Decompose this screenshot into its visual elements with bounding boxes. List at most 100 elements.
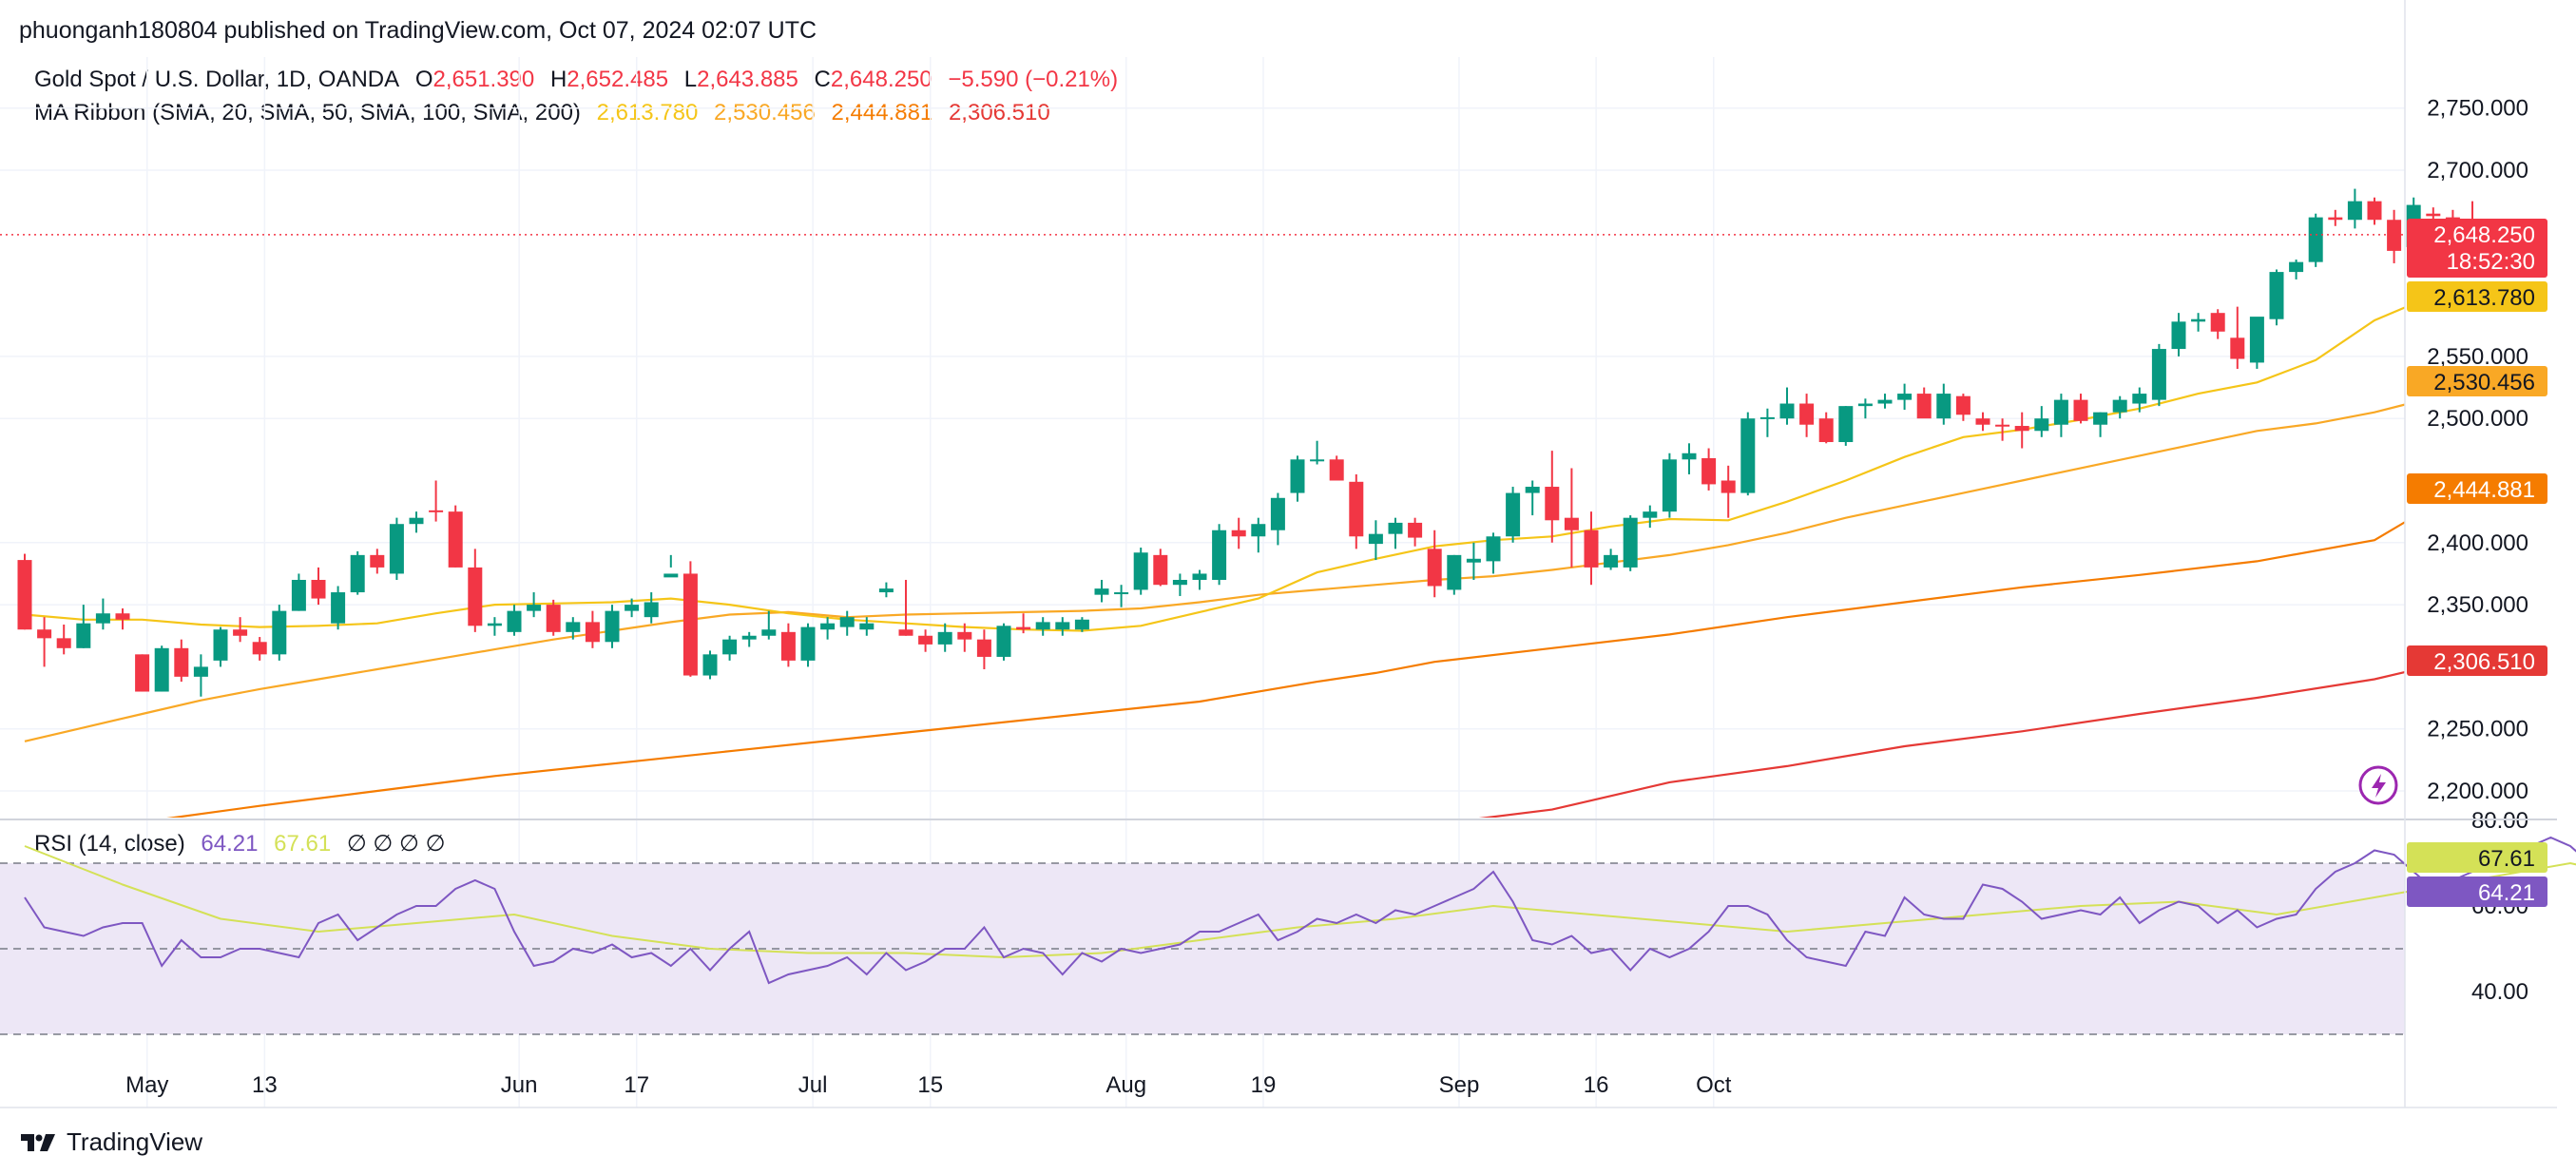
candle-body bbox=[1525, 487, 1540, 493]
candle-body bbox=[1584, 530, 1599, 568]
candle-body bbox=[976, 639, 991, 657]
candle-body bbox=[1564, 517, 1579, 530]
candle-body bbox=[1877, 399, 1893, 404]
ma200-value: 2,306.510 bbox=[948, 100, 1050, 125]
candle-body bbox=[1055, 622, 1070, 630]
candle-body bbox=[839, 617, 855, 627]
candle-body bbox=[350, 554, 365, 593]
candle-body bbox=[1506, 492, 1521, 537]
ma100-line bbox=[166, 520, 2405, 818]
candle-body bbox=[625, 605, 640, 611]
candle-body bbox=[115, 613, 130, 620]
ma100-value: 2,444.881 bbox=[831, 100, 933, 125]
candle-body bbox=[2151, 349, 2166, 400]
time-tick-label: May bbox=[125, 1072, 168, 1098]
candle-body bbox=[1857, 403, 1873, 407]
candle-body bbox=[1466, 558, 1481, 563]
candle-body bbox=[1604, 554, 1619, 568]
candle-body bbox=[2210, 313, 2225, 332]
candle-body bbox=[252, 642, 267, 655]
candle-body bbox=[2367, 201, 2382, 221]
moving-average-lines bbox=[24, 306, 2405, 818]
candle-body bbox=[644, 602, 659, 618]
candle-body bbox=[389, 524, 404, 574]
ma20-tag-text: 2,613.780 bbox=[2433, 285, 2535, 311]
rsi-tag-bg bbox=[2407, 876, 2547, 907]
open-value: 2,651.390 bbox=[433, 67, 535, 92]
candle-body bbox=[468, 567, 483, 626]
candle-body bbox=[2249, 317, 2264, 363]
price-tick-label: 2,400.000 bbox=[2427, 530, 2528, 556]
candle-body bbox=[1231, 530, 1246, 537]
candle-body bbox=[1643, 511, 1658, 518]
time-tick-label: 17 bbox=[624, 1072, 649, 1098]
symbol-name[interactable]: Gold Spot / U.S. Dollar, 1D, OANDA bbox=[34, 67, 400, 92]
rsi-tick-label: 80.00 bbox=[2471, 808, 2528, 834]
price-tick-label: 2,500.000 bbox=[2427, 406, 2528, 432]
candle-body bbox=[311, 579, 326, 599]
candle-body bbox=[1955, 395, 1970, 415]
published-line: phuonganh180804 published on TradingView… bbox=[19, 17, 817, 44]
candle-body bbox=[1682, 453, 1697, 460]
candle-body bbox=[859, 623, 875, 630]
last-price-tag-bg bbox=[2407, 219, 2547, 278]
price-tick-label: 2,750.000 bbox=[2427, 96, 2528, 122]
rsi-tick-label: 40.00 bbox=[2471, 979, 2528, 1005]
candle-body bbox=[1212, 530, 1227, 580]
close-value: 2,648.250 bbox=[830, 67, 932, 92]
ma100-tag-bg bbox=[2407, 473, 2547, 504]
candle-body bbox=[17, 560, 32, 630]
candle-body bbox=[1975, 418, 1990, 425]
candle-body bbox=[702, 654, 718, 676]
ma50-value: 2,530.456 bbox=[714, 100, 816, 125]
candle-body bbox=[1094, 588, 1109, 595]
ma200-line bbox=[1478, 670, 2405, 818]
candle-body bbox=[820, 623, 836, 630]
candle-body bbox=[722, 639, 738, 655]
candle-body bbox=[1818, 418, 1834, 443]
candle-body bbox=[800, 626, 816, 661]
candle-body bbox=[1779, 403, 1795, 419]
change-value: −5.590 (−0.21%) bbox=[948, 67, 1119, 92]
candle-body bbox=[370, 554, 385, 568]
candle-body bbox=[1838, 406, 1854, 443]
time-tick-label: Oct bbox=[1696, 1072, 1732, 1098]
candle-body bbox=[780, 631, 796, 661]
last-price-tag-text: 2,648.250 bbox=[2433, 222, 2535, 248]
low-value: 2,643.885 bbox=[697, 67, 798, 92]
lightning-icon[interactable] bbox=[2358, 765, 2398, 805]
time-tick-label: Jun bbox=[501, 1072, 538, 1098]
candle-body bbox=[1427, 549, 1442, 587]
candle-body bbox=[56, 638, 71, 648]
candle-body bbox=[682, 573, 698, 676]
rsi-line bbox=[24, 836, 2576, 985]
footer-brand[interactable]: TradingView bbox=[19, 1127, 202, 1157]
candle-body bbox=[507, 610, 522, 632]
candle-body bbox=[1035, 622, 1050, 630]
candle-body bbox=[272, 610, 287, 655]
ma20-tag-bg bbox=[2407, 281, 2547, 312]
candle-body bbox=[761, 629, 777, 636]
candle-body bbox=[2053, 399, 2068, 425]
candle-body bbox=[741, 635, 757, 640]
candle-body bbox=[291, 579, 306, 611]
candle-body bbox=[2230, 337, 2245, 359]
ma50-line bbox=[24, 403, 2405, 742]
candle-body bbox=[1153, 554, 1168, 586]
ma-ribbon-legend: MA Ribbon (SMA, 20, SMA, 50, SMA, 100, S… bbox=[34, 100, 1050, 126]
rsi-label[interactable]: RSI (14, close) bbox=[34, 831, 185, 857]
ma50-tag-text: 2,530.456 bbox=[2433, 370, 2535, 395]
ma200-tag-bg bbox=[2407, 645, 2547, 676]
candle-body bbox=[2347, 201, 2362, 221]
axes: 2,750.000 2,700.000 2,550.000 2,500.000 2,40… bbox=[125, 96, 2528, 1098]
candle-body bbox=[957, 631, 972, 640]
candle-body bbox=[996, 626, 1011, 657]
candle-body bbox=[2171, 321, 2186, 350]
candle-body bbox=[1016, 626, 1031, 630]
candle-body bbox=[409, 517, 424, 525]
ma-ribbon-label[interactable]: MA Ribbon (SMA, 20, SMA, 50, SMA, 100, S… bbox=[34, 100, 581, 125]
candle-body bbox=[1721, 480, 1736, 493]
rsi-ma-line bbox=[24, 845, 2576, 959]
candle-body bbox=[2112, 399, 2127, 413]
